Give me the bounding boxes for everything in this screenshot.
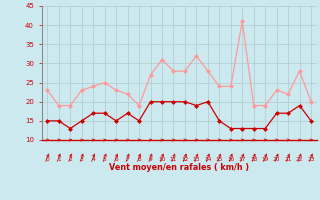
X-axis label: Vent moyen/en rafales ( km/h ): Vent moyen/en rafales ( km/h ) bbox=[109, 163, 249, 172]
